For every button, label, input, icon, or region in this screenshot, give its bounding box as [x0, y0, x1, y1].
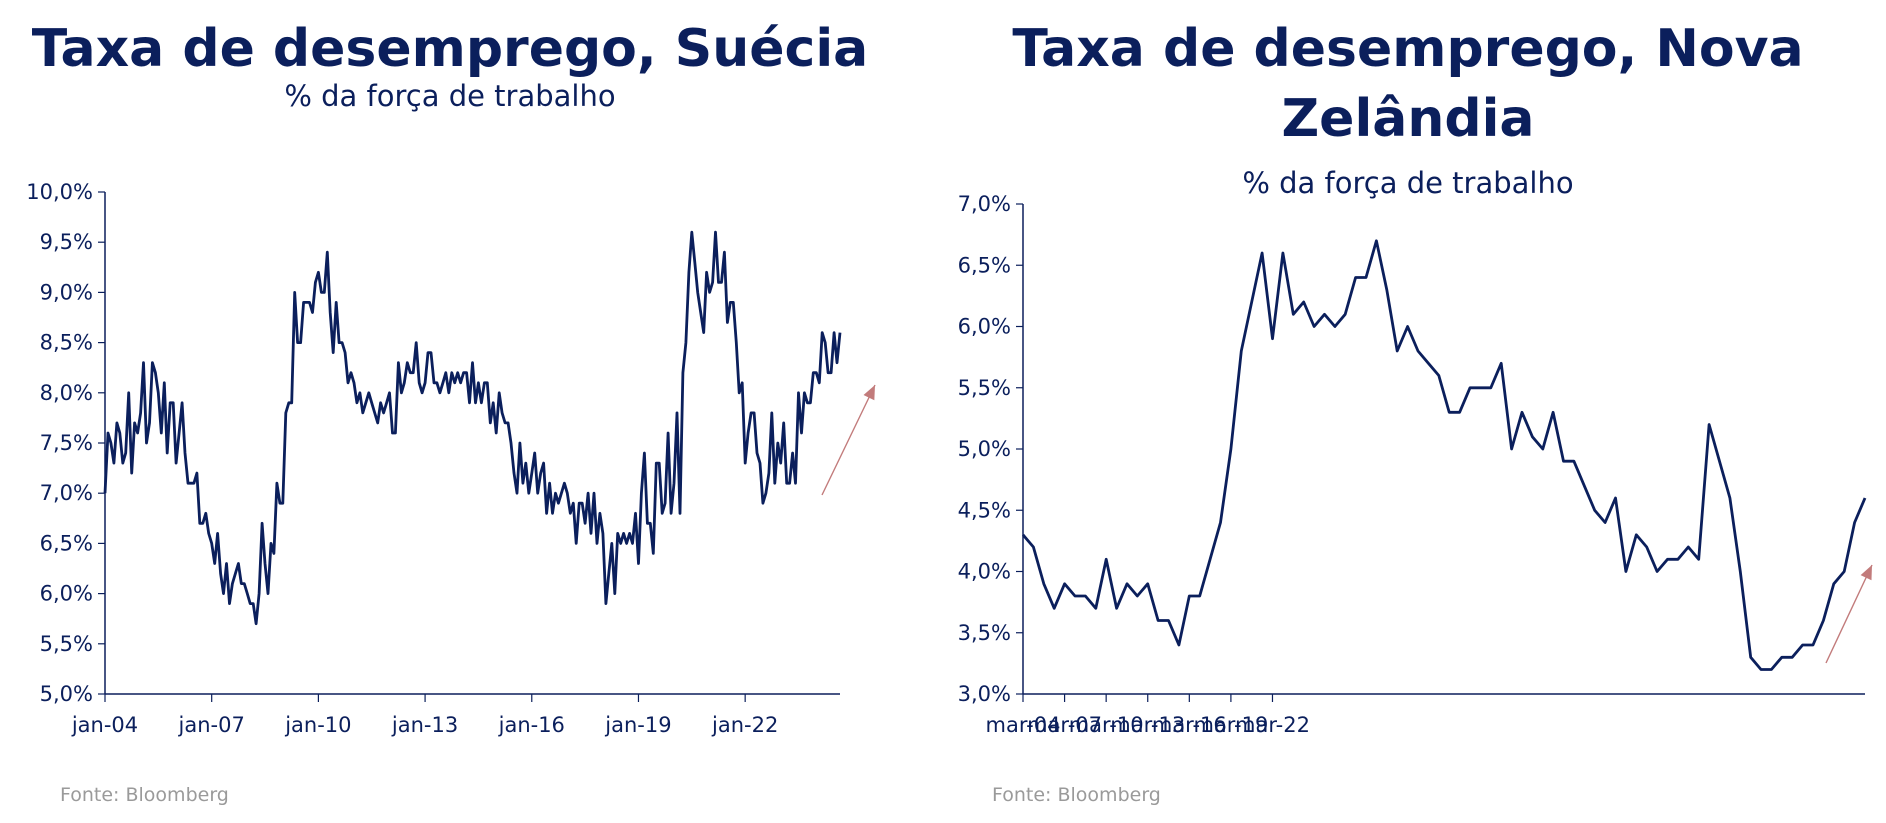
y-tick-label: 4,5%	[958, 498, 1011, 522]
trend-arrow-head	[1860, 565, 1872, 581]
series-line	[1021, 239, 1867, 671]
x-tick-label: mar-16	[1152, 713, 1227, 737]
source-note: Fonte: Bloomberg	[60, 784, 229, 806]
chart-panel-new-zealand: Taxa de desemprego, Nova Zelândia % da f…	[930, 0, 1886, 823]
y-tick-label: 3,5%	[958, 621, 1011, 645]
chart-title: Taxa de desemprego, Nova Zelândia	[1012, 19, 1804, 149]
x-tick-label: mar-10	[1069, 713, 1144, 737]
x-tick-label: mar-13	[1110, 713, 1185, 737]
x-tick-label: jan-04	[71, 713, 138, 737]
chart-plot-area: 3,0% 3,5% 4,0% 4,5% 5,0% 5,5% 6,0% 6,5% 7,0% mar-…	[958, 192, 1873, 737]
chart-panel-sweden: Taxa de desemprego, Suécia % da força de…	[0, 0, 900, 823]
trend-arrow-head	[863, 385, 875, 401]
x-tick-label: mar-22	[1235, 713, 1310, 737]
y-tick-label: 7,0%	[958, 192, 1011, 216]
x-tick-label: jan-19	[604, 713, 671, 737]
x-tick-label: mar-07	[1027, 713, 1102, 737]
y-tick-label: 10,0%	[26, 180, 93, 204]
y-tick-label: 7,0%	[40, 481, 93, 505]
x-tick-label: jan-10	[284, 713, 351, 737]
x-tick-label: jan-13	[391, 713, 458, 737]
series-line	[103, 230, 842, 626]
x-tick-label: jan-16	[498, 713, 565, 737]
chart-subtitle: % da força de trabalho	[1242, 166, 1574, 200]
x-tick-label: mar-19	[1193, 713, 1268, 737]
y-tick-label: 5,5%	[958, 376, 1011, 400]
y-tick-label: 4,0%	[958, 560, 1011, 584]
trend-arrow-line	[1825, 564, 1873, 664]
y-tick-label: 8,5%	[40, 331, 93, 355]
y-tick-label: 8,0%	[40, 381, 93, 405]
y-tick-label: 3,0%	[958, 682, 1011, 706]
trend-arrow-line	[821, 384, 876, 496]
chart-title: Taxa de desemprego, Suécia	[31, 19, 869, 79]
y-tick-label: 9,5%	[40, 230, 93, 254]
y-tick-label: 6,5%	[958, 253, 1011, 277]
x-tick-label: jan-22	[711, 713, 778, 737]
source-note: Fonte: Bloomberg	[992, 784, 1161, 806]
y-tick-label: 7,5%	[40, 431, 93, 455]
y-tick-label: 6,5%	[40, 531, 93, 555]
y-tick-label: 5,0%	[40, 682, 93, 706]
chart-subtitle: % da força de trabalho	[284, 79, 616, 113]
y-tick-label: 6,0%	[958, 315, 1011, 339]
y-tick-label: 9,0%	[40, 280, 93, 304]
chart-plot-area: 5,0% 5,5% 6,0% 6,5% 7,0% 7,5% 8,0% 8,5% 9,0% 9,5%…	[26, 180, 876, 737]
x-tick-label: jan-07	[178, 713, 245, 737]
x-tick-label: mar-04	[986, 713, 1061, 737]
y-tick-label: 5,0%	[958, 437, 1011, 461]
y-tick-label: 5,5%	[40, 632, 93, 656]
y-tick-label: 6,0%	[40, 582, 93, 606]
